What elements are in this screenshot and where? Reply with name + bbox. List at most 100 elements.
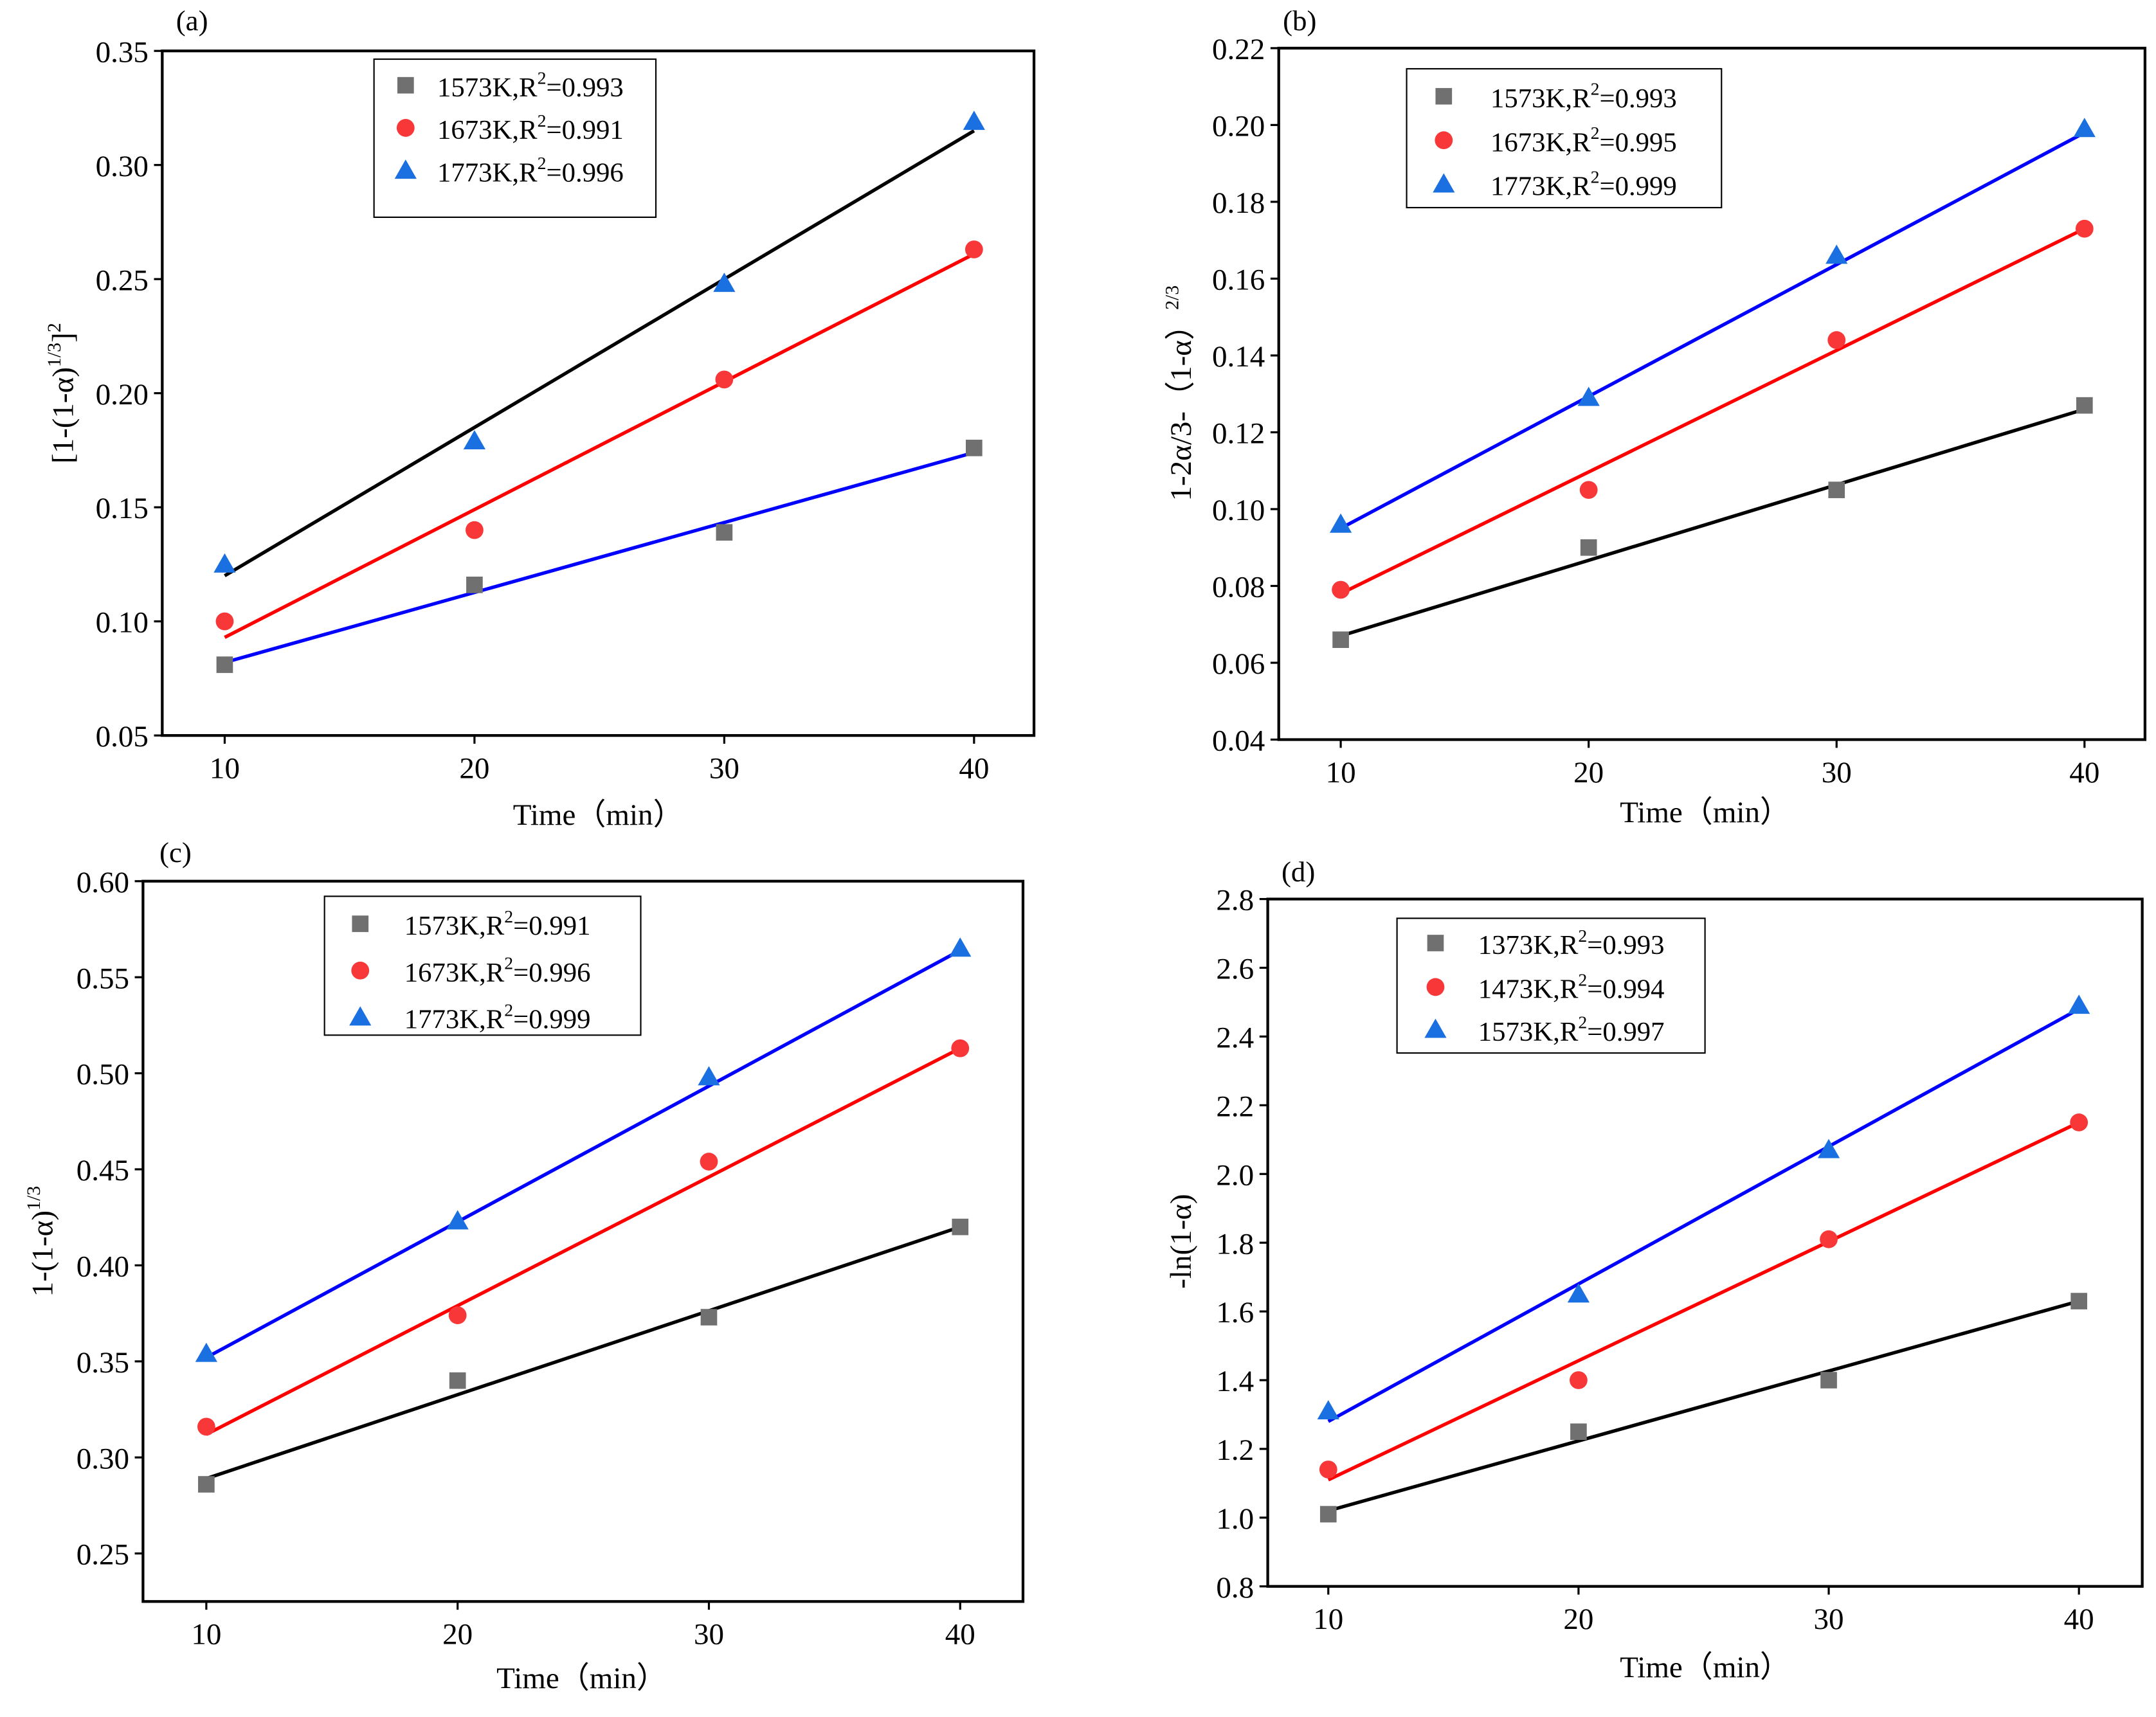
legend-label-superscript: 2 <box>1578 926 1587 946</box>
data-point-triangle <box>446 1210 469 1230</box>
legend-label-value: =0.997 <box>1587 1017 1664 1047</box>
data-point-circle <box>2075 219 2094 238</box>
legend-label: 1573K,R2=0.993 <box>437 69 624 103</box>
legend-label-value: =0.993 <box>1587 930 1664 960</box>
legend-frame <box>323 895 642 1036</box>
y-tick-label: 0.45 <box>77 1154 129 1187</box>
y-axis-label: [1-(1-α)1/3]2 <box>44 323 80 463</box>
fit-line-1773K <box>205 949 961 1360</box>
data-point-circle <box>448 1306 467 1324</box>
data-point-square <box>1570 1423 1587 1441</box>
data-point-triangle <box>1329 513 1352 533</box>
y-tick-label: 0.35 <box>96 35 149 69</box>
y-axis-label-superscript: 1/3 <box>44 343 65 367</box>
y-tick-label: 0.14 <box>1212 340 1265 373</box>
legend-label-superscript: 2 <box>1578 1013 1587 1033</box>
legend-label-superscript: 2 <box>538 111 547 131</box>
legend-label-superscript: 2 <box>538 154 547 174</box>
legend-label-value: =0.999 <box>1599 172 1676 202</box>
legend-marker-square <box>1435 87 1453 105</box>
legend-label-name: 1673K,R <box>1490 127 1591 157</box>
legend-marker-triangle <box>349 1006 372 1026</box>
data-point-triangle <box>2073 118 2096 138</box>
legend-label-superscript: 2 <box>1591 123 1600 143</box>
x-tick-label: 40 <box>2069 756 2099 789</box>
x-tick-label: 20 <box>459 751 489 785</box>
legend: 1373K,R2=0.9931473K,R2=0.9941573K,R2=0.9… <box>1396 917 1706 1054</box>
y-axis-label: -ln(1-α) <box>1164 1194 1198 1288</box>
legend-label: 1373K,R2=0.993 <box>1478 926 1665 960</box>
legend-label-name: 1473K,R <box>1478 975 1579 1005</box>
x-axis-label: Time（min） <box>513 798 684 832</box>
y-tick-label: 0.15 <box>96 492 149 525</box>
data-point-triangle <box>698 1066 720 1086</box>
data-point-triangle <box>1567 1283 1590 1303</box>
legend-label-value: =0.991 <box>513 911 590 941</box>
y-tick-label: 0.50 <box>77 1058 129 1092</box>
data-point-square <box>2076 397 2093 414</box>
x-axis-label: Time（min） <box>1620 1651 1790 1684</box>
y-tick-label: 0.16 <box>1212 264 1265 297</box>
x-tick-label: 20 <box>1573 756 1604 789</box>
y-axis-label-superscript: 1/3 <box>23 1186 44 1210</box>
legend-marker-triangle <box>1433 173 1455 193</box>
legend-label: 1673K,R2=0.996 <box>404 954 591 988</box>
legend-label-value: =0.999 <box>513 1005 590 1035</box>
x-tick-label: 30 <box>1822 756 1852 789</box>
data-point-circle <box>1319 1461 1337 1479</box>
y-tick-label: 0.08 <box>1212 571 1265 604</box>
y-tick-label: 1.6 <box>1216 1296 1254 1329</box>
x-tick-label: 40 <box>945 1618 975 1651</box>
y-axis-label: 1-2α/3-（1-α）2/3 <box>1162 285 1198 501</box>
data-point-triangle <box>949 937 972 957</box>
y-tick-label: 2.6 <box>1216 953 1254 986</box>
y-tick-label: 2.4 <box>1216 1021 1254 1055</box>
legend-frame <box>1396 917 1706 1054</box>
legend-label-name: 1573K,R <box>1478 1017 1579 1047</box>
legend-label-name: 1373K,R <box>1478 930 1579 960</box>
fit-line-1673K <box>205 1047 961 1436</box>
fit-line-1573K <box>1327 1007 2080 1423</box>
y-axis-label-text: [1-(1-α) <box>46 367 80 463</box>
data-point-circle <box>715 370 734 389</box>
y-tick-label: 1.4 <box>1216 1365 1254 1398</box>
fit-line-1673K <box>1339 227 2085 595</box>
legend-frame <box>1406 67 1723 209</box>
fit-line-1773K <box>224 129 975 577</box>
fit-line-1373K <box>1328 1299 2079 1513</box>
data-point-circle <box>466 521 484 539</box>
data-point-square <box>1820 1372 1837 1389</box>
data-point-triangle <box>1317 1400 1339 1419</box>
legend-label: 1573K,R2=0.997 <box>1478 1013 1665 1047</box>
data-point-square <box>700 1309 718 1326</box>
legend-marker-circle <box>351 961 370 980</box>
x-tick-label: 10 <box>210 751 240 785</box>
legend-label-superscript: 2 <box>1578 970 1587 990</box>
y-tick-label: 0.35 <box>77 1346 129 1380</box>
data-point-square <box>2070 1293 2087 1309</box>
data-point-square <box>966 440 983 456</box>
legend-label-superscript: 2 <box>538 69 547 89</box>
fit-line-1573K <box>224 451 975 665</box>
y-tick-label: 0.25 <box>96 264 149 297</box>
fit-line-1573K <box>206 1225 961 1480</box>
legend-marker-circle <box>1426 978 1445 996</box>
x-axis-label: Time（min） <box>1620 796 1790 829</box>
y-tick-label: 0.04 <box>1212 724 1265 758</box>
y-axis-label-text: 1-2α/3-（1-α） <box>1164 310 1198 501</box>
x-tick-label: 40 <box>2064 1603 2094 1636</box>
y-tick-label: 0.22 <box>1212 33 1265 66</box>
fit-line-1673K <box>224 252 975 639</box>
legend-label: 1473K,R2=0.994 <box>1478 970 1665 1004</box>
y-tick-label: 2.0 <box>1216 1158 1254 1192</box>
data-point-square <box>1580 539 1597 556</box>
fit-line-1773K <box>1339 131 2086 530</box>
legend-marker-circle <box>1435 131 1453 150</box>
legend-label: 1573K,R2=0.993 <box>1490 80 1677 114</box>
fit-line-1573K <box>1340 408 2085 638</box>
panel-label: (b) <box>1283 4 1316 37</box>
plot-frame <box>1277 46 2147 741</box>
y-tick-label: 0.20 <box>96 378 149 411</box>
data-point-triangle <box>1817 1138 1840 1158</box>
legend-label-name: 1573K,R <box>437 73 538 103</box>
